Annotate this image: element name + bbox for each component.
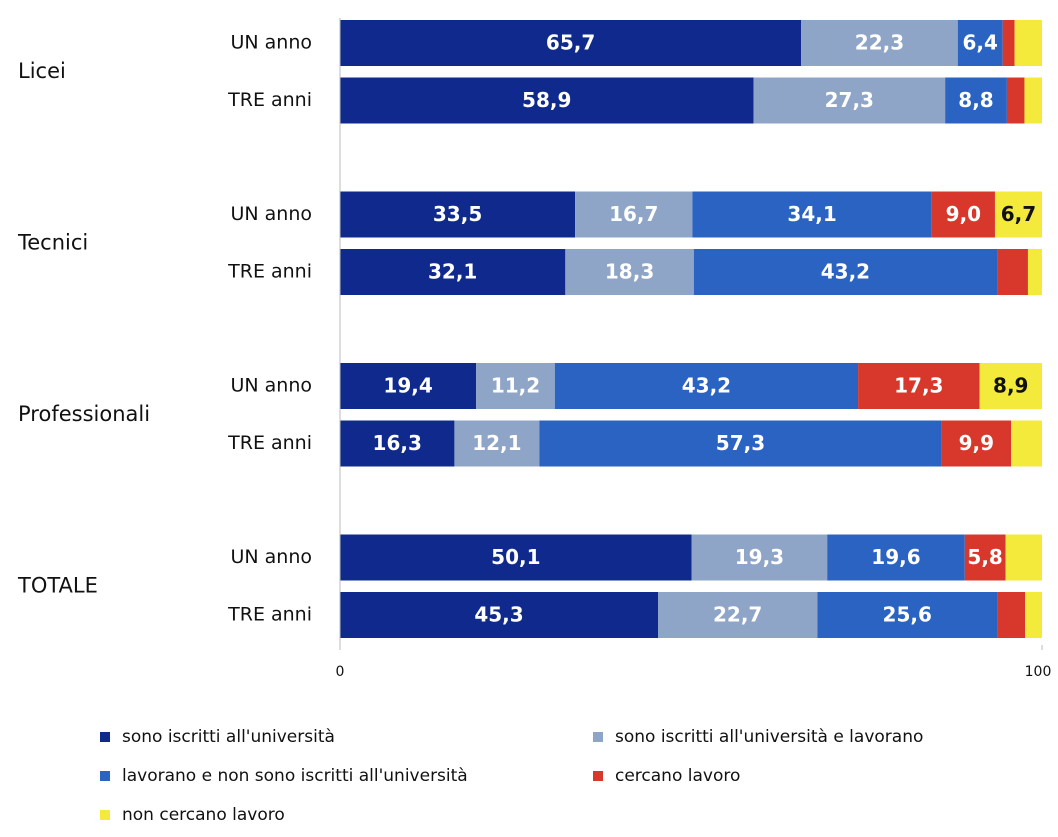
value-label: 27,3 [825,88,874,112]
value-label: 32,1 [428,260,477,284]
value-label: 34,1 [787,202,836,226]
bar-segment [801,20,958,66]
bar-segment [691,534,828,581]
value-label: 58,9 [522,88,571,112]
value-label: 19,6 [871,545,920,569]
value-label: 43,2 [821,260,870,284]
value-label: 6,7 [1001,202,1036,226]
value-label: 12,1 [472,431,521,455]
bar-segment [931,191,995,238]
bar-segment [454,420,540,467]
value-label: 43,2 [682,374,731,398]
category-label: TRE anni [227,89,312,111]
x-tick-label: 0 [336,664,345,680]
value-label: 11,2 [491,374,540,398]
value-label: 5,8 [967,545,1002,569]
category-label: TRE anni [227,432,312,454]
group-label: Professionali [18,402,150,426]
value-label: 65,7 [546,31,595,55]
category-label: UN anno [230,375,312,397]
bar-segment [340,20,802,66]
category-label: UN anno [230,546,312,568]
value-label: 22,7 [713,603,762,627]
group-label: Tecnici [17,230,88,254]
bar-segment [692,191,932,238]
bar-segment [1005,534,1042,581]
value-label: 16,3 [373,431,422,455]
value-label: 9,0 [946,202,981,226]
legend-swatch [100,732,110,742]
value-label: 8,9 [993,374,1028,398]
value-label: 8,8 [958,88,993,112]
bar-segment [340,191,576,238]
bar-segment [858,363,980,409]
bar-segment [658,592,818,638]
category-label: UN anno [230,32,312,54]
bar-segment [957,20,1003,66]
value-label: 9,9 [959,431,994,455]
bar-segment [827,534,965,581]
bar-segment [1002,20,1015,66]
bar-segment [539,420,942,467]
category-label: TRE anni [227,261,312,283]
bar-segment [575,191,693,238]
legend-label: sono iscritti all'università [122,727,335,747]
value-label: 57,3 [716,431,765,455]
category-label: UN anno [230,203,312,225]
bar-segment [1027,249,1042,295]
legend-label: sono iscritti all'università e lavorano [615,727,923,747]
group-label: TOTALE [17,573,98,597]
value-label: 18,3 [605,260,654,284]
legend-label: non cercano lavoro [122,805,285,825]
bar-segment [1025,592,1042,638]
bar-segment [340,592,659,638]
bar-segment [340,249,566,295]
category-label: TRE anni [227,604,312,626]
bar-segment [1024,77,1042,124]
bar-segment [340,420,455,467]
bar-segment [693,249,998,295]
value-label: 19,4 [383,374,432,398]
bar-segment [945,77,1007,124]
bar-segment [817,592,998,638]
legend-swatch [593,732,603,742]
bar-segment [941,420,1012,467]
bar-segment [340,77,754,124]
bar-segment [565,249,694,295]
legend-swatch [100,810,110,820]
bar-segment [979,363,1042,409]
bar-segment [1011,420,1042,467]
value-label: 16,7 [609,202,658,226]
bar-segment [753,77,946,124]
value-label: 22,3 [855,31,904,55]
bar-segment [340,534,692,581]
bar-segment [994,191,1042,238]
value-label: 25,6 [883,603,932,627]
bar-segment [964,534,1006,581]
legend-swatch [593,771,603,781]
value-label: 33,5 [433,202,482,226]
bar-segment [997,249,1028,295]
bar-segment [997,592,1026,638]
legend-label: cercano lavoro [615,766,740,786]
value-label: 6,4 [963,31,998,55]
legend-label: lavorano e non sono iscritti all'univers… [122,766,468,786]
bar-segment [1006,77,1025,124]
x-tick-label: 100 [1025,664,1052,680]
value-label: 19,3 [735,545,784,569]
value-label: 45,3 [474,603,523,627]
bar-segment [554,363,859,409]
value-label: 50,1 [491,545,540,569]
group-label: Licei [18,59,66,83]
bar-segment [1014,20,1042,66]
legend-swatch [100,771,110,781]
bar-segment [476,363,555,409]
value-label: 17,3 [894,374,943,398]
bar-segment [340,363,477,409]
